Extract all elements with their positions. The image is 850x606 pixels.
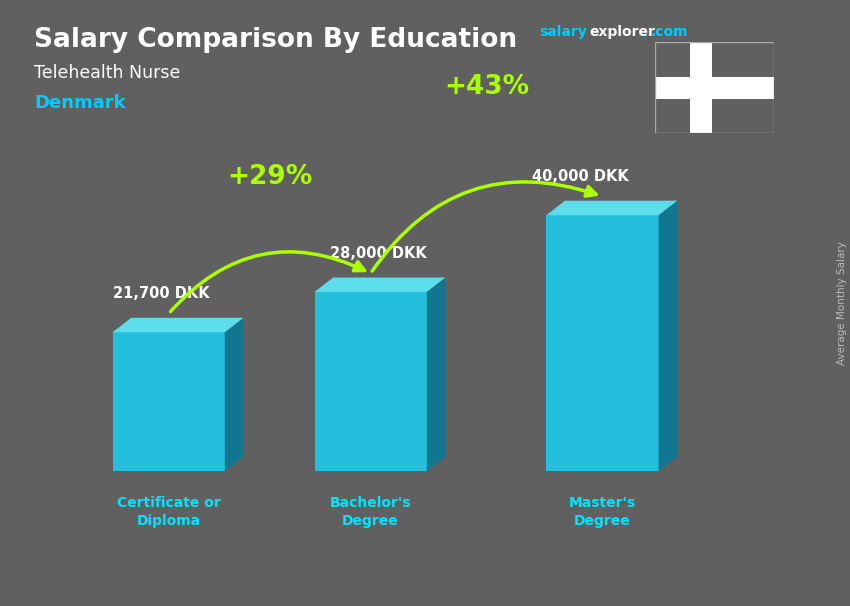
- Text: 21,700 DKK: 21,700 DKK: [113, 286, 209, 301]
- Text: Telehealth Nurse: Telehealth Nurse: [34, 64, 180, 82]
- Text: Master's
Degree: Master's Degree: [569, 496, 636, 528]
- Polygon shape: [547, 215, 659, 471]
- Text: Average Monthly Salary: Average Monthly Salary: [837, 241, 847, 365]
- Text: +43%: +43%: [444, 73, 529, 99]
- Polygon shape: [314, 292, 427, 471]
- Polygon shape: [112, 318, 243, 332]
- Text: salary: salary: [540, 25, 587, 39]
- Polygon shape: [427, 278, 445, 471]
- Text: Certificate or
Diploma: Certificate or Diploma: [116, 496, 220, 528]
- Text: +29%: +29%: [227, 164, 312, 190]
- Polygon shape: [314, 278, 445, 292]
- Bar: [690, 42, 711, 133]
- Polygon shape: [112, 332, 224, 471]
- Text: Salary Comparison By Education: Salary Comparison By Education: [34, 27, 517, 53]
- Text: Bachelor's
Degree: Bachelor's Degree: [330, 496, 411, 528]
- Text: explorer: explorer: [589, 25, 654, 39]
- Bar: [654, 77, 774, 99]
- Polygon shape: [224, 318, 243, 471]
- Text: .com: .com: [651, 25, 688, 39]
- Polygon shape: [659, 201, 677, 471]
- Polygon shape: [547, 201, 677, 215]
- Text: Denmark: Denmark: [34, 94, 126, 112]
- Text: 28,000 DKK: 28,000 DKK: [330, 246, 427, 261]
- Text: 40,000 DKK: 40,000 DKK: [531, 169, 628, 184]
